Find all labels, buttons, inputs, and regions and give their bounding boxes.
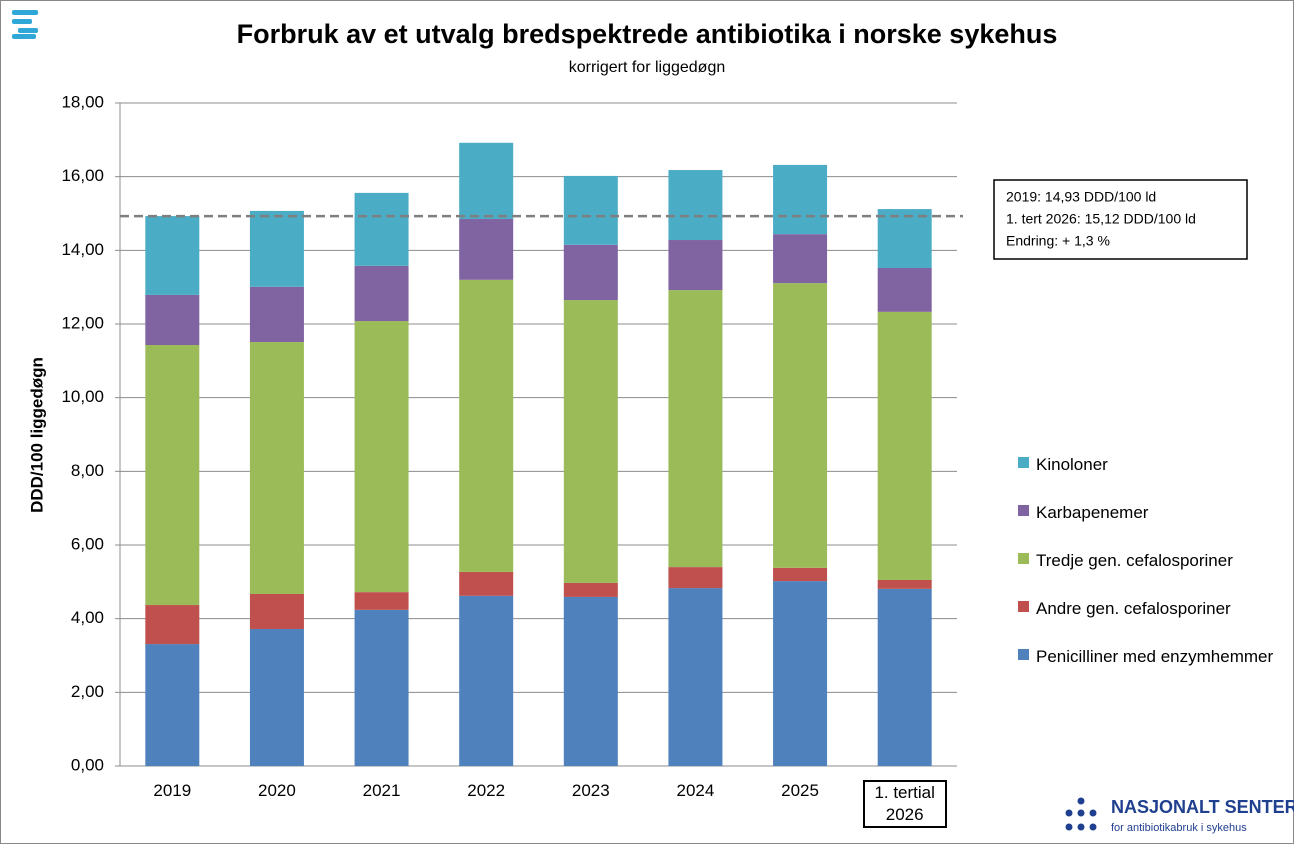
bar-segment — [249, 593, 304, 629]
bar-segment — [249, 210, 304, 287]
bar-segment — [668, 567, 723, 589]
legend-swatch — [1018, 649, 1029, 660]
legend-swatch — [1018, 553, 1029, 564]
bar-segment — [354, 609, 409, 766]
x-tick-label: 2020 — [258, 781, 296, 800]
bar-segment — [773, 164, 828, 235]
y-tick-label: 12,00 — [61, 313, 104, 332]
bar-segment — [459, 595, 514, 766]
bar-segment — [563, 175, 618, 245]
legend-swatch — [1018, 505, 1029, 516]
y-tick-label: 6,00 — [71, 534, 104, 553]
bar-segment — [563, 596, 618, 766]
x-tick-label: 2023 — [571, 781, 610, 800]
legend-label: Penicilliner med enzymhemmer — [1036, 647, 1274, 666]
annotation-text: 2019: 14,93 DDD/100 ld — [1006, 189, 1156, 205]
bar-segment — [773, 581, 828, 766]
legend-label: Kinoloner — [1036, 455, 1108, 474]
y-tick-label: 8,00 — [71, 461, 104, 480]
bar-segment — [877, 579, 932, 589]
legend-label: Andre gen. cefalosporiner — [1036, 599, 1231, 618]
bar-segment — [773, 283, 828, 568]
annotation-text: 1. tert 2026: 15,12 DDD/100 ld — [1006, 211, 1196, 227]
y-tick-label: 14,00 — [61, 240, 104, 259]
bar-segment — [773, 567, 828, 582]
bar-segment — [459, 219, 514, 280]
y-tick-label: 4,00 — [71, 608, 104, 627]
x-tick-label: 2025 — [781, 781, 819, 800]
bar-segment — [459, 142, 514, 220]
bar-segment — [145, 644, 200, 766]
bar-segment — [668, 588, 723, 766]
y-tick-label: 2,00 — [71, 682, 104, 701]
bar-segment — [145, 344, 200, 606]
legend-label: Karbapenemer — [1036, 503, 1149, 522]
app-icon — [12, 10, 38, 39]
bar-segment — [249, 342, 304, 594]
bar-segment — [354, 265, 409, 322]
bar-segment — [877, 311, 932, 580]
annotation-box — [993, 179, 1248, 260]
annotation-text: Endring: + 1,3 % — [1006, 233, 1110, 249]
logo-tagline: for antibiotikabruk i sykehus — [1111, 822, 1247, 834]
bar-segment — [563, 244, 618, 301]
bar-segment — [249, 286, 304, 343]
y-axis-label: DDD/100 liggedøgn — [27, 357, 46, 513]
chart-subtitle: korrigert for liggedøgn — [569, 59, 726, 76]
bar-segment — [773, 234, 828, 284]
bar-segment — [249, 628, 304, 766]
bar-segment — [877, 209, 932, 269]
x-tick-label: 1. tertial 2026 — [862, 780, 947, 828]
y-tick-label: 10,00 — [61, 387, 104, 406]
bar-segment — [145, 294, 200, 345]
legend-swatch — [1018, 457, 1029, 468]
bar-segment — [145, 216, 200, 295]
bar-segment — [668, 240, 723, 291]
bar-segment — [145, 605, 200, 645]
bar-segment — [354, 321, 409, 593]
bar-segment — [459, 571, 514, 596]
y-tick-label: 18,00 — [61, 92, 104, 111]
bar-segment — [563, 300, 618, 583]
x-tick-label: 2022 — [467, 781, 506, 800]
bar-segment — [563, 582, 618, 597]
chart-title: Forbruk av et utvalg bredspektrede antib… — [237, 19, 1058, 49]
bar-segment — [459, 279, 514, 572]
logo-name: NASJONALT SENTER — [1111, 797, 1294, 817]
bar-segment — [354, 592, 409, 610]
x-tick-label: 2021 — [362, 781, 401, 800]
bar-segment — [877, 588, 932, 766]
legend-swatch — [1018, 601, 1029, 612]
bar-segment — [668, 170, 723, 241]
logo-dots — [1065, 797, 1097, 831]
legend-label: Tredje gen. cefalosporiner — [1036, 551, 1233, 570]
bar-segment — [877, 268, 932, 312]
x-tick-label: 2024 — [676, 781, 715, 800]
y-tick-label: 0,00 — [71, 755, 104, 774]
x-tick-label: 2019 — [153, 781, 192, 800]
y-tick-label: 16,00 — [61, 166, 104, 185]
bar-segment — [668, 290, 723, 568]
bar-segment — [354, 192, 409, 266]
